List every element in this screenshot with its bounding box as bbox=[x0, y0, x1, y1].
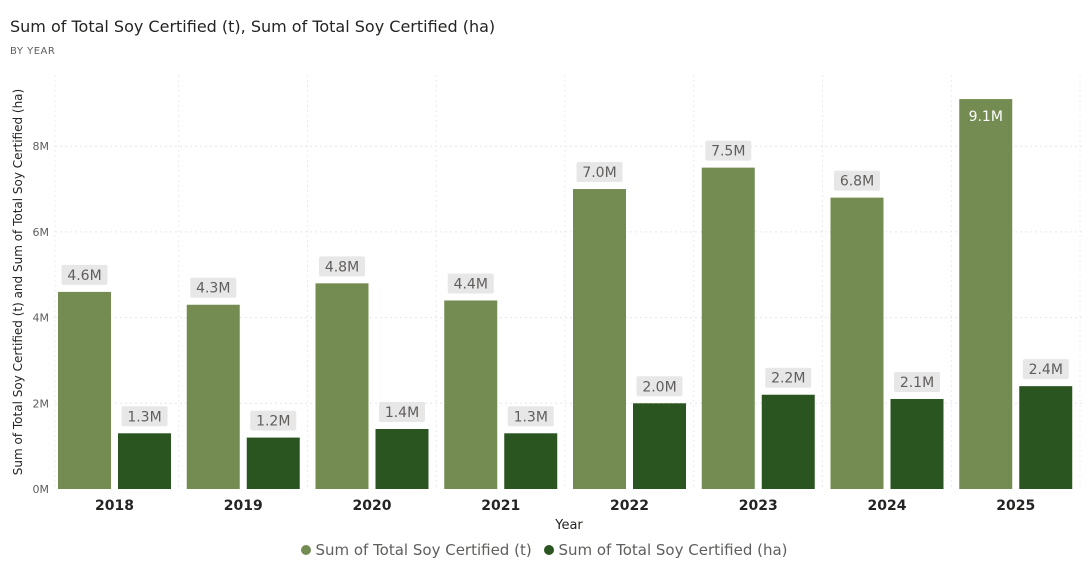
y-axis-label: Sum of Total Soy Certified (t) and Sum o… bbox=[11, 89, 25, 475]
data-label: 1.3M bbox=[127, 409, 161, 425]
y-tick-label: 8M bbox=[33, 140, 50, 153]
data-label-background bbox=[190, 277, 237, 298]
data-label: 2.4M bbox=[1029, 362, 1063, 378]
bar bbox=[701, 167, 755, 489]
bar bbox=[315, 283, 369, 489]
legend-marker-tonnes bbox=[301, 545, 312, 555]
data-label-background bbox=[705, 140, 752, 161]
legend-marker-hectares bbox=[544, 545, 555, 555]
data-label: 4.3M bbox=[196, 281, 230, 297]
bar bbox=[573, 189, 626, 490]
y-tick-label: 4M bbox=[33, 312, 50, 325]
x-tick-label: 2024 bbox=[868, 498, 907, 514]
data-label: 4.4M bbox=[454, 276, 488, 292]
chart-legend[interactable]: Sum of Total Soy Certified (t) Sum of To… bbox=[0, 541, 1089, 559]
data-label-background bbox=[636, 376, 683, 397]
data-label: 2.1M bbox=[900, 375, 934, 391]
x-tick-label: 2021 bbox=[481, 498, 520, 514]
x-axis-label: Year bbox=[554, 518, 583, 533]
legend-label-tonnes: Sum of Total Soy Certified (t) bbox=[315, 541, 532, 559]
x-tick-label: 2022 bbox=[610, 498, 649, 514]
data-label-background bbox=[894, 372, 940, 393]
data-label: 1.4M bbox=[385, 405, 419, 421]
y-tick-label: 0M bbox=[33, 483, 50, 496]
bar bbox=[890, 399, 944, 489]
bar bbox=[504, 433, 558, 489]
data-label: 6.8M bbox=[840, 174, 874, 190]
data-label: 9.1M bbox=[969, 109, 1003, 125]
data-label-background bbox=[61, 264, 108, 285]
x-tick-label: 2023 bbox=[739, 498, 778, 514]
data-label: 7.0M bbox=[582, 165, 616, 181]
data-label-background bbox=[507, 406, 554, 427]
legend-label-hectares: Sum of Total Soy Certified (ha) bbox=[558, 541, 788, 559]
x-tick-label: 2020 bbox=[353, 498, 392, 514]
x-tick-label: 2018 bbox=[95, 498, 134, 514]
legend-item-tonnes[interactable]: Sum of Total Soy Certified (t) bbox=[301, 541, 532, 559]
data-label-background bbox=[250, 410, 297, 431]
bar bbox=[444, 300, 498, 489]
bar bbox=[959, 99, 1013, 489]
bar bbox=[633, 403, 686, 489]
bar bbox=[58, 291, 111, 489]
data-label: 7.5M bbox=[711, 144, 745, 160]
data-label-background bbox=[447, 273, 494, 294]
bar bbox=[375, 429, 429, 489]
bar bbox=[186, 304, 240, 489]
data-label: 1.2M bbox=[256, 414, 290, 430]
data-label-background bbox=[121, 406, 168, 427]
y-tick-label: 6M bbox=[33, 226, 50, 239]
bar bbox=[1019, 386, 1073, 489]
data-label-background bbox=[834, 170, 880, 191]
bar bbox=[118, 433, 171, 489]
data-label: 2.0M bbox=[642, 379, 676, 395]
chart-title: Sum of Total Soy Certified (t), Sum of T… bbox=[10, 17, 496, 36]
data-label: 1.3M bbox=[514, 409, 548, 425]
data-label: 4.6M bbox=[67, 268, 101, 284]
legend-item-hectares[interactable]: Sum of Total Soy Certified (ha) bbox=[544, 541, 788, 559]
bar bbox=[761, 394, 815, 489]
data-label-background bbox=[1022, 359, 1069, 380]
data-label-background bbox=[576, 162, 623, 183]
bar-chart: 0M 2M 4M 6M 8M Sum of Total Soy Certified (t)… bbox=[11, 75, 1085, 533]
data-label: 4.8M bbox=[325, 259, 359, 275]
data-label-background bbox=[765, 367, 812, 388]
data-label-background bbox=[319, 256, 365, 277]
chart-subtitle: BY YEAR bbox=[10, 46, 56, 57]
y-tick-label: 2M bbox=[33, 397, 50, 410]
bar bbox=[246, 437, 300, 489]
data-label: 2.2M bbox=[771, 371, 805, 387]
x-tick-label: 2025 bbox=[996, 498, 1035, 514]
bar bbox=[830, 197, 884, 489]
data-label-background bbox=[379, 402, 425, 423]
x-tick-label: 2019 bbox=[224, 498, 263, 514]
